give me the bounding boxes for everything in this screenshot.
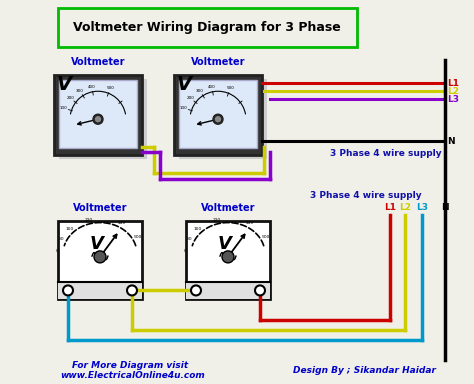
Text: Voltmeter: Voltmeter [71,57,125,67]
Text: www.ElectricalOnline4u.com: www.ElectricalOnline4u.com [61,371,205,380]
Text: 200: 200 [186,96,194,100]
Text: V: V [90,235,104,253]
FancyBboxPatch shape [54,75,142,155]
Text: 50: 50 [186,237,192,241]
FancyBboxPatch shape [58,221,142,299]
Circle shape [255,285,265,295]
Text: 3 Phase 4 wire supply: 3 Phase 4 wire supply [310,190,422,200]
Circle shape [222,251,234,263]
Text: V: V [56,76,72,94]
Text: 500: 500 [134,235,142,239]
Text: 400: 400 [208,85,216,89]
Text: 100: 100 [65,227,74,231]
Circle shape [213,114,223,124]
Circle shape [94,251,106,263]
Text: 3 Phase 4 wire supply: 3 Phase 4 wire supply [330,149,442,157]
Text: 500: 500 [227,86,234,91]
Circle shape [191,285,201,295]
Text: Voltmeter: Voltmeter [191,57,245,67]
FancyBboxPatch shape [174,75,262,155]
Text: 300: 300 [76,89,84,93]
Circle shape [63,285,73,295]
Text: 220: 220 [85,218,93,222]
FancyBboxPatch shape [59,79,147,159]
Text: 100: 100 [180,106,188,110]
Circle shape [127,285,137,295]
FancyBboxPatch shape [58,282,142,299]
Text: 0: 0 [56,249,59,253]
Circle shape [93,114,103,124]
FancyBboxPatch shape [186,221,270,299]
Text: L2: L2 [399,202,411,212]
Circle shape [216,117,220,122]
Text: Voltmeter: Voltmeter [201,203,255,213]
Text: 400: 400 [88,85,96,89]
Text: Design By ; Sikandar Haidar: Design By ; Sikandar Haidar [293,366,437,375]
Text: N: N [447,136,455,146]
Text: L3: L3 [447,94,459,104]
Text: 100: 100 [60,106,68,110]
Text: V: V [218,235,232,253]
FancyBboxPatch shape [59,80,137,148]
Text: Voltmeter Wiring Diagram for 3 Phase: Voltmeter Wiring Diagram for 3 Phase [73,20,341,33]
Text: 220: 220 [213,218,221,222]
Text: L3: L3 [416,202,428,212]
FancyBboxPatch shape [58,8,357,47]
Text: 500: 500 [262,235,270,239]
Text: 50: 50 [58,237,64,241]
Text: 440: 440 [246,221,254,225]
Text: L1: L1 [384,202,396,212]
Text: L2: L2 [447,86,459,96]
Text: 500: 500 [107,86,114,91]
Circle shape [95,117,100,122]
Text: 300: 300 [196,89,204,93]
Text: L1: L1 [447,78,459,88]
Text: 0: 0 [184,249,187,253]
FancyBboxPatch shape [186,282,270,299]
Text: 100: 100 [193,227,202,231]
Text: 200: 200 [66,96,74,100]
Text: Voltmeter: Voltmeter [73,203,127,213]
FancyBboxPatch shape [179,80,257,148]
Text: For More Diagram visit: For More Diagram visit [72,361,188,370]
Text: N: N [441,202,449,212]
Text: 440: 440 [118,221,126,225]
FancyBboxPatch shape [179,79,267,159]
Text: V: V [176,76,191,94]
